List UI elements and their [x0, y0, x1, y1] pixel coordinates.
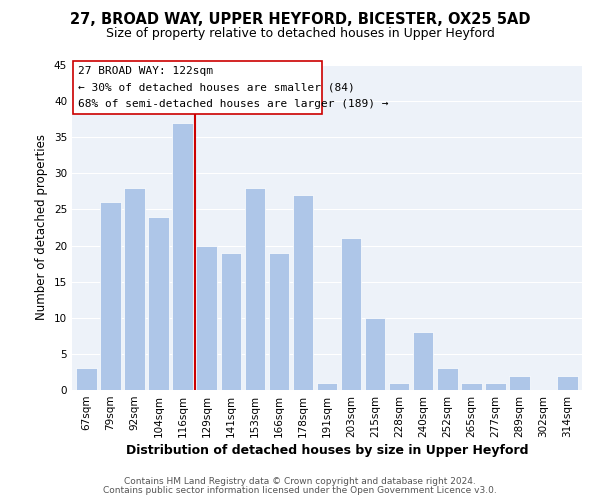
Bar [365, 318, 385, 390]
Text: 68% of semi-detached houses are larger (189) →: 68% of semi-detached houses are larger (… [78, 100, 389, 110]
Bar [76, 368, 97, 390]
Bar [148, 216, 169, 390]
Bar [100, 202, 121, 390]
Bar [485, 383, 506, 390]
Y-axis label: Number of detached properties: Number of detached properties [35, 134, 49, 320]
Bar [124, 188, 145, 390]
Bar [221, 253, 241, 390]
Bar [269, 253, 289, 390]
Text: 27 BROAD WAY: 122sqm: 27 BROAD WAY: 122sqm [78, 66, 213, 76]
Bar [389, 383, 409, 390]
Text: Contains HM Land Registry data © Crown copyright and database right 2024.: Contains HM Land Registry data © Crown c… [124, 477, 476, 486]
FancyBboxPatch shape [73, 62, 322, 114]
Bar [509, 376, 530, 390]
Bar [317, 383, 337, 390]
X-axis label: Distribution of detached houses by size in Upper Heyford: Distribution of detached houses by size … [126, 444, 528, 457]
Text: 27, BROAD WAY, UPPER HEYFORD, BICESTER, OX25 5AD: 27, BROAD WAY, UPPER HEYFORD, BICESTER, … [70, 12, 530, 28]
Bar [557, 376, 578, 390]
Bar [245, 188, 265, 390]
Text: ← 30% of detached houses are smaller (84): ← 30% of detached houses are smaller (84… [78, 83, 355, 93]
Bar [341, 238, 361, 390]
Bar [437, 368, 458, 390]
Bar [172, 123, 193, 390]
Text: Contains public sector information licensed under the Open Government Licence v3: Contains public sector information licen… [103, 486, 497, 495]
Bar [461, 383, 482, 390]
Bar [196, 246, 217, 390]
Text: Size of property relative to detached houses in Upper Heyford: Size of property relative to detached ho… [106, 28, 494, 40]
Bar [413, 332, 433, 390]
Bar [293, 195, 313, 390]
